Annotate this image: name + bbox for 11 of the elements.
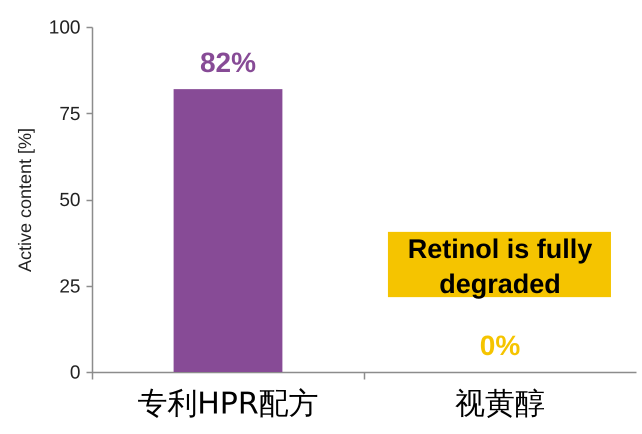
data-label: 0% — [480, 330, 520, 361]
annotation: Retinol is fully degraded — [408, 234, 592, 299]
y-axis-title: Active content [%] — [14, 128, 35, 272]
y-tick-label: 50 — [59, 190, 80, 211]
data-label: 82% — [200, 47, 256, 78]
y-tick-label: 0 — [70, 362, 80, 384]
y-tick-label: 25 — [59, 276, 80, 298]
x-tick-label: 专利HPR配方 — [137, 386, 319, 422]
y-tick-label: 100 — [48, 18, 80, 38]
x-tick-label: 视黄醇 — [455, 386, 545, 422]
y-tick-label: 75 — [59, 104, 80, 125]
